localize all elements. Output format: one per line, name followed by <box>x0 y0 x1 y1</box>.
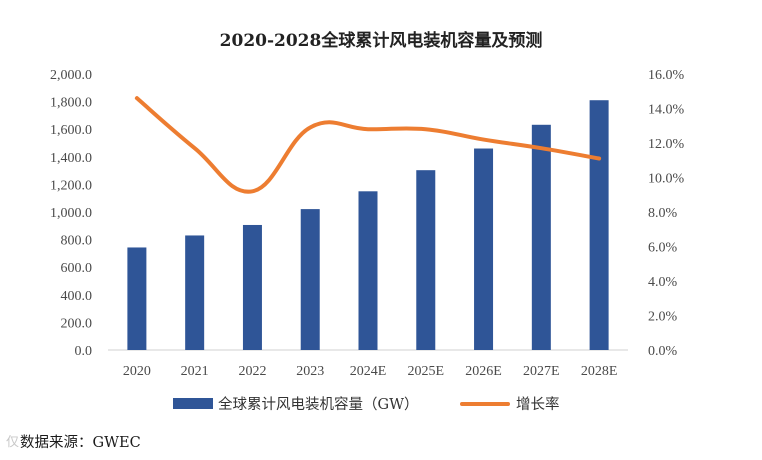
right-tick-label: 6.0% <box>648 241 678 256</box>
left-tick-label: 800.0 <box>61 234 93 249</box>
x-axis: 2020 2021 2022 2023 2024E 2025E 2026E 2027E 2028… <box>123 364 618 379</box>
bar <box>589 100 609 350</box>
source-value: GWEC <box>92 435 141 451</box>
right-tick-label: 16.0% <box>648 68 685 83</box>
right-tick-label: 4.0% <box>648 275 678 290</box>
x-tick-label: 2020 <box>123 364 151 379</box>
x-tick-label: 2027E <box>523 364 560 379</box>
source-note: 仅数据来源：GWEC <box>6 431 141 452</box>
left-axis: 0.0 200.0 400.0 600.0 800.0 1,000.0 1,200.0 1,4… <box>50 68 92 359</box>
bar <box>300 209 320 350</box>
left-tick-label: 400.0 <box>61 289 93 304</box>
legend-bar-label: 全球累计风电装机容量（GW） <box>218 395 419 413</box>
left-tick-label: 1,400.0 <box>50 151 92 166</box>
right-axis: 0.0% 2.0% 4.0% 6.0% 8.0% 10.0% 12.0% 14.0% 16.0% <box>648 68 685 359</box>
legend-line-label: 增长率 <box>516 396 560 413</box>
right-tick-label: 8.0% <box>648 206 678 221</box>
left-tick-label: 1,800.0 <box>50 96 92 111</box>
x-tick-label: 2021 <box>181 364 209 379</box>
left-tick-label: 2,000.0 <box>50 68 92 83</box>
right-tick-label: 0.0% <box>648 344 678 359</box>
bar <box>185 235 205 350</box>
x-tick-label: 2028E <box>581 364 618 379</box>
x-tick-label: 2026E <box>465 364 502 379</box>
growth-rate-line <box>134 96 602 194</box>
source-label: 数据来源： <box>20 435 93 451</box>
left-tick-label: 0.0 <box>75 344 93 359</box>
chart-title: 2020-2028全球累计风电装机容量及预测 <box>220 30 543 51</box>
watermark-glyph: 仅 <box>6 435 20 450</box>
bar <box>242 224 262 350</box>
bar <box>474 148 494 350</box>
legend-bar-swatch <box>173 398 213 409</box>
bar <box>416 170 436 350</box>
left-tick-label: 1,200.0 <box>50 178 92 193</box>
bar <box>127 247 147 350</box>
right-tick-label: 14.0% <box>648 103 685 118</box>
right-tick-label: 2.0% <box>648 310 678 325</box>
right-tick-label: 10.0% <box>648 172 685 187</box>
left-tick-label: 600.0 <box>61 261 93 276</box>
x-tick-label: 2022 <box>238 364 266 379</box>
bar <box>358 191 378 350</box>
bar <box>531 124 551 350</box>
left-tick-label: 200.0 <box>61 316 93 331</box>
x-tick-label: 2025E <box>407 364 444 379</box>
bar-series <box>127 100 609 350</box>
left-tick-label: 1,000.0 <box>50 206 92 221</box>
legend: 全球累计风电装机容量（GW） 增长率 <box>173 395 560 413</box>
x-tick-label: 2023 <box>296 364 324 379</box>
x-tick-label: 2024E <box>350 364 387 379</box>
right-tick-label: 12.0% <box>648 137 685 152</box>
left-tick-label: 1,600.0 <box>50 123 92 138</box>
